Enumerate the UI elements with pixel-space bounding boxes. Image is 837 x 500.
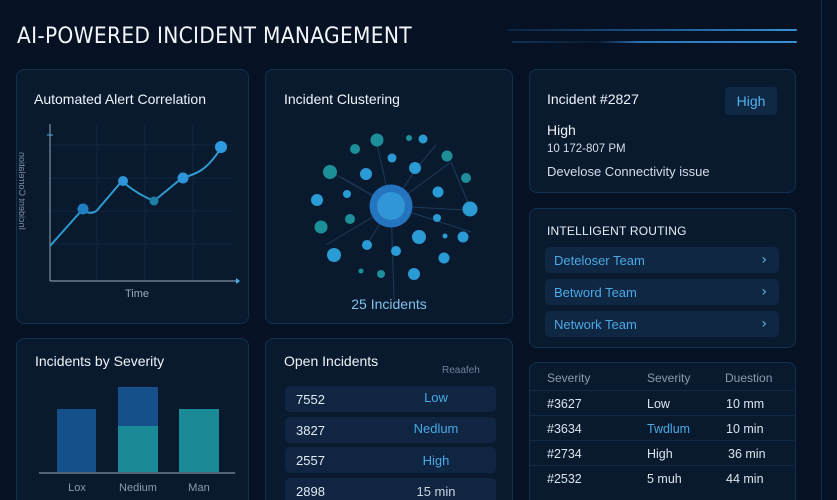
y-axis-label: Incident Correlation bbox=[17, 151, 27, 230]
page-title: AI-POWERED INCIDENT MANAGEMENT bbox=[17, 24, 412, 49]
card-title: Incidents by Severity bbox=[35, 353, 165, 369]
incident-count: 25 Incidents bbox=[351, 296, 427, 312]
svg-text:Lox: Lox bbox=[68, 482, 86, 494]
routing-title: INTELLIGENT ROUTING bbox=[547, 224, 687, 238]
list-item[interactable]: 2898 15 min bbox=[285, 478, 496, 500]
chevron-right-icon: › bbox=[761, 252, 767, 268]
bar-chart: Lox Nedium Man bbox=[39, 387, 235, 494]
table-row[interactable]: #3634 Twdlum 10 min bbox=[530, 415, 795, 440]
table-row[interactable]: #2734 High 36 min bbox=[530, 440, 795, 465]
column-header[interactable]: Severity bbox=[647, 371, 691, 385]
routing-item-network[interactable]: Network Team › bbox=[545, 311, 779, 337]
chevron-right-icon: › bbox=[761, 284, 767, 300]
incident-title: Incident #2827 bbox=[547, 91, 639, 107]
routing-item-label: Network Team bbox=[554, 316, 637, 332]
list-item[interactable]: 2557 High bbox=[285, 447, 496, 473]
card-title: Open Incidents bbox=[284, 353, 379, 369]
alert-correlation-card: Automated Alert Correlation Incident Cor… bbox=[16, 69, 249, 324]
incident-clustering-card: Incident Clustering bbox=[265, 69, 513, 324]
x-axis-label: Time bbox=[125, 288, 150, 300]
list-item[interactable]: 7552 Low bbox=[285, 386, 496, 412]
severity-badge: High bbox=[725, 87, 777, 115]
routing-item-label: Deteloser Team bbox=[554, 252, 645, 268]
intelligent-routing-card: INTELLIGENT ROUTING Deteloser Team › Bet… bbox=[529, 208, 796, 348]
svg-text:Man: Man bbox=[188, 482, 209, 494]
routing-item-label: Betword Team bbox=[554, 284, 637, 300]
table-row[interactable]: #2532 5 muh 44 min bbox=[530, 465, 795, 490]
severity-chart-card: Incidents by Severity Lox Nedium Man bbox=[16, 338, 249, 500]
incident-severity: High bbox=[547, 122, 576, 138]
refresh-button[interactable]: Reaafeh bbox=[442, 365, 480, 376]
incident-detail-card[interactable]: Incident #2827 High High 10 172-807 PM D… bbox=[529, 69, 796, 193]
line-chart bbox=[47, 124, 240, 284]
table-row[interactable]: #3627 Low 10 mm bbox=[530, 390, 795, 415]
chevron-right-icon: › bbox=[761, 316, 767, 332]
card-title: Automated Alert Correlation bbox=[34, 91, 206, 107]
column-header[interactable]: Duestion bbox=[725, 371, 773, 385]
list-item[interactable]: 3827 Nedlum bbox=[285, 417, 496, 443]
incident-table-card: Severity Severity Duestion #3627 Low 10 … bbox=[529, 362, 796, 500]
open-incidents-card: Open Incidents Reaafeh 7552 Low 3827 Ned… bbox=[265, 338, 513, 500]
svg-text:Nedium: Nedium bbox=[119, 482, 157, 494]
routing-item-betword[interactable]: Betword Team › bbox=[545, 279, 779, 305]
routing-item-deteloser[interactable]: Deteloser Team › bbox=[545, 247, 779, 273]
column-header[interactable]: Severity bbox=[547, 371, 591, 385]
cluster-graph bbox=[311, 133, 478, 301]
incident-description: Develose Connectivity issue bbox=[547, 164, 710, 179]
card-title: Incident Clustering bbox=[284, 91, 400, 107]
incident-time: 10 172-807 PM bbox=[547, 143, 626, 155]
divider-line bbox=[821, 0, 822, 500]
